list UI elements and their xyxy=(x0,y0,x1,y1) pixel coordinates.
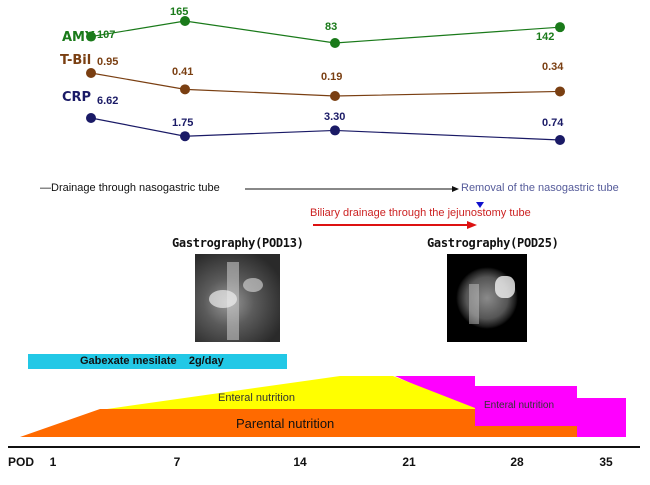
series-label-tbil: T-Bil xyxy=(60,53,92,68)
gastrography-pod13-image xyxy=(195,254,280,342)
parenteral-nutrition-label: Parental nutrition xyxy=(236,416,335,431)
enteral-nutrition-area xyxy=(100,376,475,410)
gabexate-bar xyxy=(28,354,287,369)
crp-value-label: 3.30 xyxy=(324,111,346,123)
gastrography-pod25-title: Gastrography(POD25) xyxy=(427,236,559,250)
tbil-value-label: 0.41 xyxy=(172,66,194,78)
tbil-value-label: 0.95 xyxy=(97,56,119,68)
gastrography-pod13-title: Gastrography(POD13) xyxy=(172,236,304,250)
tbil-line xyxy=(90,72,561,97)
biliary-arrowhead xyxy=(467,221,477,229)
amy-value-label: 142 xyxy=(536,31,555,43)
x-tick-label: 35 xyxy=(599,455,613,469)
x-tick-label: 28 xyxy=(510,455,524,469)
crp-line xyxy=(90,117,561,141)
crp-point xyxy=(555,135,565,145)
x-tick-label: 7 xyxy=(173,455,181,469)
enteral-nutrition-label: Enteral nutrition xyxy=(218,392,296,404)
amy-point xyxy=(555,22,565,33)
tbil-value-label: 0.34 xyxy=(542,61,564,73)
series-label-crp: CRP xyxy=(62,90,92,105)
amy-point xyxy=(330,38,340,48)
amy-value-label: 165 xyxy=(170,6,189,18)
removal-marker xyxy=(476,202,484,208)
gastrography-pod25-image xyxy=(447,254,527,342)
tbil-point xyxy=(330,91,340,101)
x-axis-title: POD xyxy=(8,455,35,469)
amy-point xyxy=(180,16,190,26)
x-tick-label: 1 xyxy=(49,455,57,469)
tbil-point xyxy=(86,68,96,78)
crp-value-label: 6.62 xyxy=(97,95,119,107)
drainage-arrowhead xyxy=(452,186,459,192)
crp-point xyxy=(180,131,190,142)
removal-annotation: Removal of the nasogastric tube xyxy=(461,182,619,194)
enteral-nutrition-label-2: Enteral nutrition xyxy=(484,400,555,411)
drainage-annotation: —Drainage through nasogastric tube xyxy=(40,182,220,194)
amy-value-label: 107 xyxy=(97,29,116,41)
crp-value-label: 1.75 xyxy=(172,117,194,129)
amy-point xyxy=(86,31,96,42)
magenta-enteral-region xyxy=(395,376,626,437)
x-tick-label: 21 xyxy=(402,455,416,469)
crp-point xyxy=(330,125,340,136)
amy-value-label: 83 xyxy=(325,21,338,33)
gabexate-bar-label: Gabexate mesilate 2g/day xyxy=(80,355,224,367)
tbil-point xyxy=(555,86,565,97)
parenteral-nutrition-area xyxy=(20,409,577,437)
x-tick-label: 14 xyxy=(293,455,307,469)
amy-line xyxy=(90,20,561,44)
biliary-annotation: Biliary drainage through the jejunostomy… xyxy=(310,207,531,219)
series-label-amy: AMY xyxy=(62,30,95,45)
crp-point xyxy=(86,113,96,123)
crp-value-label: 0.74 xyxy=(542,117,564,129)
tbil-point xyxy=(180,84,190,95)
tbil-value-label: 0.19 xyxy=(321,71,343,83)
